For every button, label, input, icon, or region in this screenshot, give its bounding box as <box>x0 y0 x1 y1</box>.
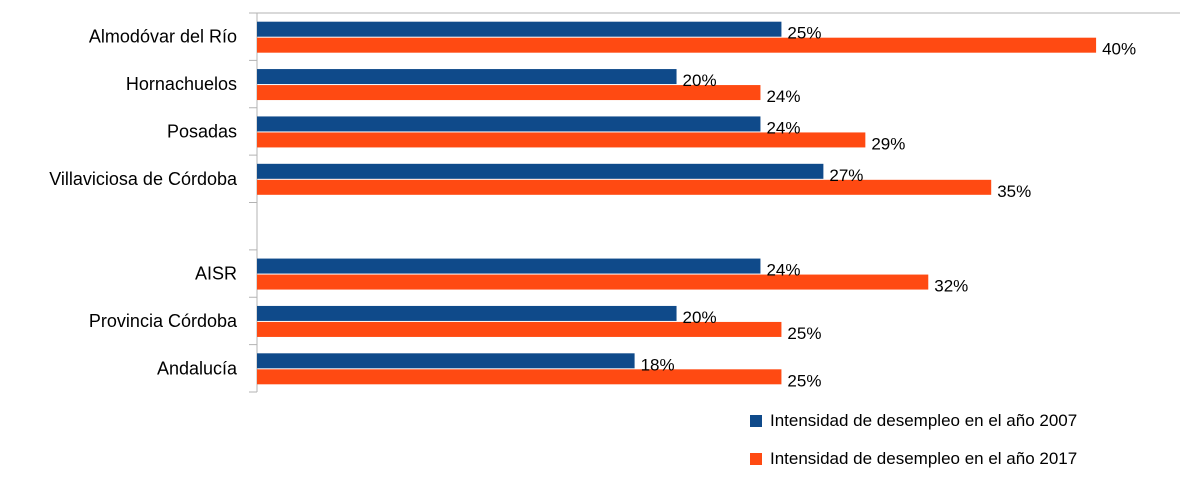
data-labels: 25% 40% 20% 24% 24% 29% 27% 35% 24% 32% 20% 25% 18% 2… <box>641 24 1137 391</box>
data-label: 25% <box>787 324 821 343</box>
data-label: 24% <box>766 87 800 106</box>
category-label: Provincia Córdoba <box>89 311 238 331</box>
bar-2007 <box>257 353 635 369</box>
bars <box>257 21 1097 385</box>
category-labels: Almodóvar del Río Hornachuelos Posadas Vill… <box>49 27 238 379</box>
bar-2017 <box>257 369 782 385</box>
category-label: Almodóvar del Río <box>89 27 237 47</box>
legend-item-2007: Intensidad de desempleo en el año 2007 <box>750 411 1078 430</box>
data-label: 20% <box>683 71 717 90</box>
category-label: Andalucía <box>157 358 238 378</box>
bar-2007 <box>257 116 761 132</box>
bar-2017 <box>257 132 866 148</box>
legend-swatch-2017 <box>750 453 762 465</box>
data-label: 25% <box>787 371 821 390</box>
data-label: 27% <box>829 166 863 185</box>
bar-2007 <box>257 69 677 85</box>
bar-2007 <box>257 21 782 37</box>
legend-item-2017: Intensidad de desempleo en el año 2017 <box>750 449 1078 468</box>
bar-2017 <box>257 321 782 337</box>
legend-swatch-2007 <box>750 415 762 427</box>
bar-2017 <box>257 37 1097 53</box>
category-label: Posadas <box>167 121 237 141</box>
bar-2017 <box>257 274 929 290</box>
data-label: 40% <box>1102 40 1136 59</box>
data-label: 18% <box>641 355 675 374</box>
bar-2017 <box>257 179 992 195</box>
data-label: 20% <box>683 308 717 327</box>
bar-2007 <box>257 258 761 274</box>
category-label: Hornachuelos <box>126 74 237 94</box>
data-label: 35% <box>997 182 1031 201</box>
data-label: 32% <box>934 277 968 296</box>
legend-label-2007: Intensidad de desempleo en el año 2007 <box>770 411 1078 430</box>
data-label: 29% <box>871 134 905 153</box>
category-label: Villaviciosa de Córdoba <box>49 169 238 189</box>
bar-2017 <box>257 85 761 101</box>
bar-chart: Almodóvar del Río Hornachuelos Posadas Vill… <box>49 12 1180 393</box>
data-label: 24% <box>766 261 800 280</box>
legend: Intensidad de desempleo en el año 2007 I… <box>750 411 1078 488</box>
legend-label-2017: Intensidad de desempleo en el año 2017 <box>770 449 1078 468</box>
data-label: 25% <box>787 24 821 43</box>
category-label: AISR <box>195 264 237 284</box>
bar-2007 <box>257 163 824 179</box>
data-label: 24% <box>766 118 800 137</box>
bar-2007 <box>257 305 677 321</box>
